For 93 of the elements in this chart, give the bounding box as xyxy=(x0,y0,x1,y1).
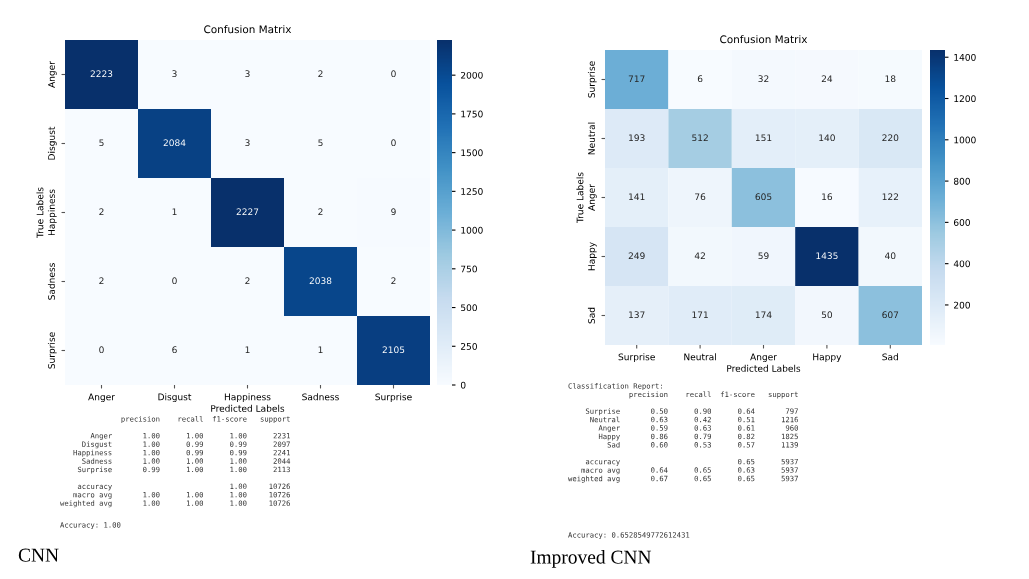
data-label: 512 xyxy=(692,134,708,142)
color-bar-label: 400 xyxy=(953,260,970,268)
data-label: 220 xyxy=(882,134,899,142)
data-label: 2 xyxy=(318,70,323,77)
data-label: 141 xyxy=(629,193,645,200)
color-bar-label: 0 xyxy=(460,381,466,389)
y-tick-label: Anger xyxy=(588,184,597,211)
data-label: 137 xyxy=(629,311,645,319)
data-label: 140 xyxy=(819,134,835,142)
data-label: 1 xyxy=(245,346,250,353)
data-label: 171 xyxy=(692,311,708,318)
color-bar-label: 200 xyxy=(953,301,970,309)
data-label: 59 xyxy=(758,252,769,260)
data-label: 0 xyxy=(391,70,396,78)
data-label: 76 xyxy=(695,193,706,201)
data-label: 174 xyxy=(755,311,772,318)
data-label: 249 xyxy=(628,252,645,260)
data-label: 717 xyxy=(628,75,645,82)
data-label: 0 xyxy=(172,277,177,285)
data-label: 3 xyxy=(172,70,177,78)
x-tick-label: Anger xyxy=(88,393,115,403)
y-tick-label: Happy xyxy=(588,242,597,271)
data-label: 50 xyxy=(821,311,833,319)
data-label: 2 xyxy=(318,208,323,215)
data-label: 2 xyxy=(99,208,104,215)
x-tick-label: Happy xyxy=(813,353,842,363)
y-tick-label: Sad xyxy=(587,307,595,324)
color-bar-label: 1000 xyxy=(954,136,976,144)
x-axis-title: Predicted Labels xyxy=(211,404,285,412)
data-label: 16 xyxy=(822,193,833,201)
data-label: 607 xyxy=(882,311,899,319)
data-label: 193 xyxy=(629,134,645,142)
x-tick-label: Happiness xyxy=(224,393,271,403)
x-tick-label: Disgust xyxy=(158,393,192,403)
text: CNN xyxy=(18,548,59,562)
data-label: 24 xyxy=(821,75,833,82)
data-label: 9 xyxy=(391,208,396,216)
x-tick-label: Neutral xyxy=(684,353,716,361)
data-label: 40 xyxy=(885,252,896,260)
data-label: 605 xyxy=(755,193,772,201)
data-label: 1 xyxy=(172,208,177,215)
color-bar-label: 1500 xyxy=(461,149,483,157)
x-tick-label: Sadness xyxy=(302,393,339,401)
color-bar-label: 250 xyxy=(460,343,477,350)
text: Improved CNN xyxy=(530,550,652,568)
y-axis-title: True Labels xyxy=(36,187,44,239)
data-label: 2 xyxy=(99,277,104,284)
color-bar-label: 800 xyxy=(953,177,970,185)
y-tick-label: Disgust xyxy=(47,126,57,160)
data-label: 18 xyxy=(885,75,896,83)
data-label: 1 xyxy=(318,346,323,353)
data-label: 42 xyxy=(694,252,705,259)
color-bar-label: 750 xyxy=(461,265,477,273)
x-tick-label: Anger xyxy=(750,353,777,363)
data-label: 1435 xyxy=(816,252,838,260)
color-bar-label: 1000 xyxy=(461,226,483,234)
data-label: 6 xyxy=(697,75,703,83)
data-label: 2084 xyxy=(163,139,186,147)
color-bar-label: 2000 xyxy=(460,71,483,79)
y-tick-label: Surprise xyxy=(587,61,597,98)
data-label: 151 xyxy=(755,134,772,142)
data-label: 3 xyxy=(245,70,250,78)
x-tick-label: Sad xyxy=(882,353,898,361)
color-bar-label: 500 xyxy=(461,304,477,312)
y-tick-label: Happiness xyxy=(47,189,57,236)
data-label: 0 xyxy=(391,139,396,147)
x-tick-label: Surprise xyxy=(375,393,412,403)
data-label: 2223 xyxy=(90,70,113,78)
data-label: 2038 xyxy=(309,277,332,285)
color-bar-label: 1200 xyxy=(954,95,976,103)
y-axis-title: True Labels xyxy=(576,172,584,224)
data-label: 3 xyxy=(245,139,250,147)
color-bar-label: 1400 xyxy=(954,53,976,61)
data-label: 6 xyxy=(172,346,177,354)
color-bar-label: 600 xyxy=(953,219,970,226)
x-axis-title: Predicted Labels xyxy=(727,364,801,372)
y-tick-label: Sadness xyxy=(47,263,55,300)
data-label: 2105 xyxy=(382,346,405,354)
data-label: 0 xyxy=(99,346,104,354)
data-label: 32 xyxy=(758,75,769,83)
y-tick-label: Anger xyxy=(48,61,57,88)
data-label: 2 xyxy=(245,277,250,284)
data-label: 2227 xyxy=(236,208,259,215)
chart-title: Confusion Matrix xyxy=(204,25,292,34)
y-tick-label: Neutral xyxy=(587,122,595,155)
color-bar-label: 1750 xyxy=(461,110,483,118)
data-label: 5 xyxy=(318,139,323,147)
x-tick-label: Surprise xyxy=(618,353,655,363)
color-bar-label: 1250 xyxy=(461,188,483,195)
data-label: 122 xyxy=(882,193,899,200)
data-label: 2 xyxy=(391,277,396,284)
data-label: 5 xyxy=(99,139,104,147)
chart-title: Confusion Matrix xyxy=(720,35,808,44)
